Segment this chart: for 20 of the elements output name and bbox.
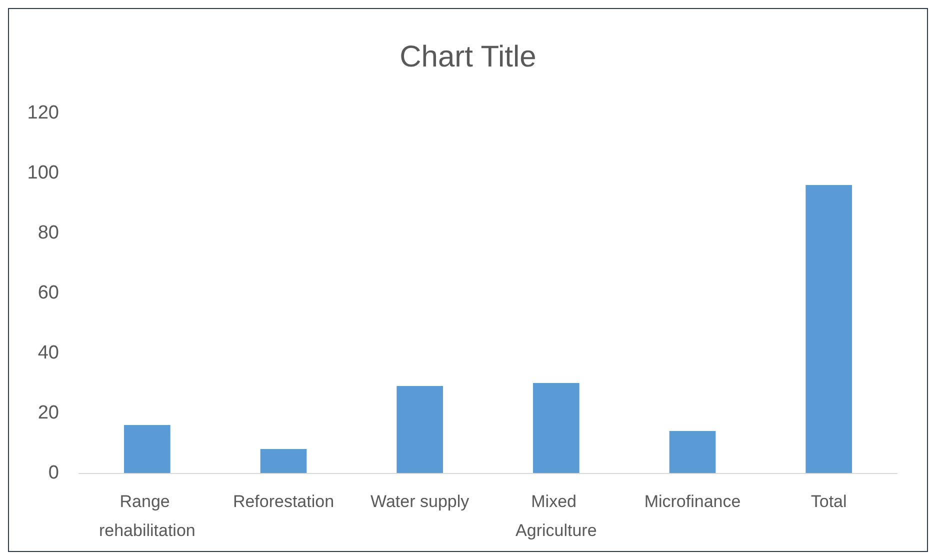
y-tick-label: 60 — [38, 282, 59, 304]
bar — [396, 386, 444, 473]
y-tick-label: 0 — [48, 462, 59, 484]
y-tick-label: 120 — [27, 102, 59, 124]
x-tick-label: Water supply — [370, 492, 470, 511]
y-tick-label: 80 — [38, 222, 59, 244]
x-tick-label: Microfinance — [644, 492, 741, 511]
y-tick-label: 20 — [38, 402, 59, 424]
y-tick-label: 40 — [38, 342, 59, 364]
bar — [532, 383, 580, 473]
y-tick-label: 100 — [27, 162, 59, 184]
bar — [124, 425, 170, 473]
x-tick-label: Reforestation — [232, 492, 334, 511]
bar — [669, 431, 716, 473]
x-tick-label: Mixed Agriculture — [516, 492, 597, 540]
x-tick-label: Range rehabilitation — [98, 492, 196, 540]
chart-title: Chart Title — [400, 40, 536, 74]
bar — [260, 449, 307, 473]
bar — [806, 185, 852, 473]
x-tick-label: Total — [810, 492, 847, 511]
